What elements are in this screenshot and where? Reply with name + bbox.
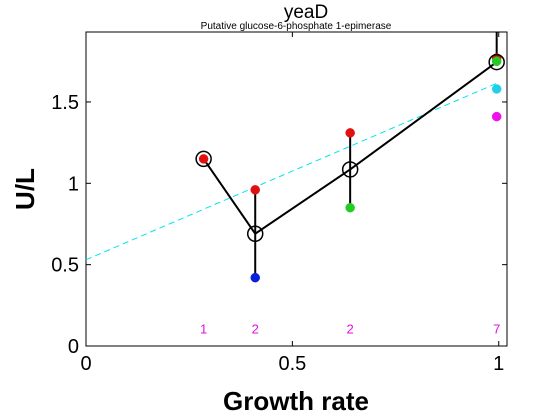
axes-box xyxy=(85,31,508,347)
mean-line xyxy=(202,61,498,236)
y-axis-label: U/L xyxy=(10,168,40,210)
x-tick-label: 1 xyxy=(493,353,504,375)
count-label: 1 xyxy=(200,322,207,337)
replicate-point xyxy=(491,56,502,67)
plot-area: 0 0.5 1 0 0.5 1 1.5 1 2 2 7 xyxy=(51,31,508,375)
count-label: 2 xyxy=(252,322,259,337)
y-tick-label: 1 xyxy=(68,173,79,195)
replicate-point xyxy=(198,154,209,164)
mean-marker xyxy=(246,225,264,242)
x-tick-label: 0.5 xyxy=(278,353,306,375)
count-label: 2 xyxy=(347,322,354,337)
y-tick-label: 0.5 xyxy=(51,255,79,277)
mean-marker xyxy=(341,161,359,178)
replicate-point xyxy=(345,202,355,213)
replicate-point xyxy=(345,128,355,138)
replicate-point xyxy=(250,185,260,195)
chart-subtitle: Putative glucose-6-phosphate 1-epimerase xyxy=(201,21,392,32)
fit-line xyxy=(85,81,499,261)
mean-marker xyxy=(195,150,212,168)
x-axis-label: Growth rate xyxy=(223,386,369,416)
y-tick-label: 1.5 xyxy=(51,92,79,114)
replicate-point xyxy=(491,111,502,122)
chart-title: yeaD xyxy=(284,2,328,23)
mean-marker xyxy=(488,53,505,71)
count-label: 7 xyxy=(493,322,500,337)
replicate-point xyxy=(250,272,260,283)
replicate-point xyxy=(491,84,502,94)
y-tick-label: 0 xyxy=(68,336,79,358)
x-tick-label: 0 xyxy=(80,353,91,375)
